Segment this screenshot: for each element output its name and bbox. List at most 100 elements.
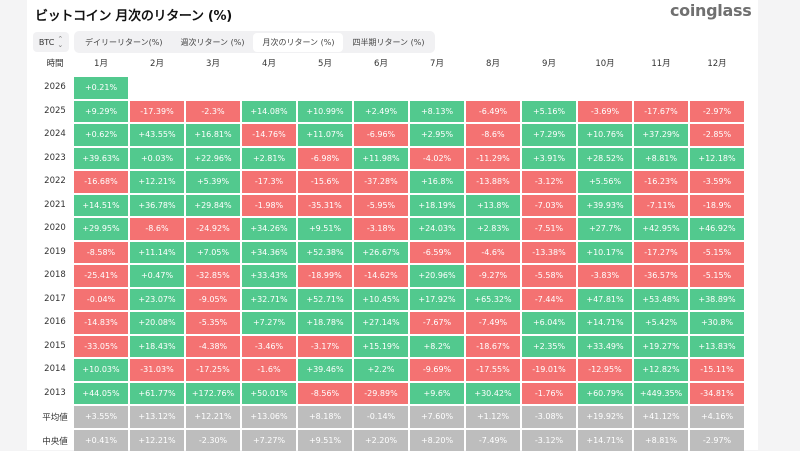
heatmap-cell: +27.7%: [578, 218, 632, 240]
heatmap-cell: +10.45%: [354, 289, 408, 311]
heatmap-cell: -1.76%: [522, 383, 576, 405]
heatmap-cell: -14.83%: [74, 312, 128, 334]
heatmap-cell: +0.21%: [74, 77, 128, 99]
heatmap-cell: +12.18%: [690, 148, 744, 170]
heatmap-cell: +41.12%: [634, 406, 688, 428]
heatmap-cell: +20.96%: [410, 265, 464, 287]
tab-quarterly[interactable]: 四半期リターン (%): [343, 33, 433, 52]
heatmap-cell: -31.03%: [130, 359, 184, 381]
tab-monthly[interactable]: 月次のリターン (%): [253, 33, 343, 52]
heatmap-cell: +39.63%: [74, 148, 128, 170]
heatmap-cell: +12.21%: [130, 430, 184, 451]
heatmap-cell: +4.16%: [690, 406, 744, 428]
heatmap-cell: -3.46%: [242, 336, 296, 358]
heatmap-cell: -18.67%: [466, 336, 520, 358]
page-title: ビットコイン 月次のリターン (%): [35, 5, 232, 24]
heatmap-cell: -2.30%: [186, 430, 240, 451]
heatmap-cell: -25.41%: [74, 265, 128, 287]
heatmap-cell: +27.14%: [354, 312, 408, 334]
heatmap-cell: +2.95%: [410, 124, 464, 146]
heatmap-cell: -1.6%: [242, 359, 296, 381]
heatmap-cell: +16.8%: [410, 171, 464, 193]
tab-daily[interactable]: デイリーリターン(%): [76, 33, 171, 52]
heatmap-cell: +13.12%: [130, 406, 184, 428]
heatmap-cell: -0.14%: [354, 406, 408, 428]
column-header: 6月: [354, 57, 408, 69]
heatmap-cell: +33.49%: [578, 336, 632, 358]
heatmap-cell: -3.12%: [522, 171, 576, 193]
heatmap-cell: +34.36%: [242, 242, 296, 264]
heatmap-cell: +60.79%: [578, 383, 632, 405]
heatmap-cell: +42.95%: [634, 218, 688, 240]
heatmap-cell: -14.76%: [242, 124, 296, 146]
heatmap-cell: +10.17%: [578, 242, 632, 264]
heatmap-cell: +22.96%: [186, 148, 240, 170]
heatmap-cell: +29.84%: [186, 195, 240, 217]
heatmap-cell: +2.20%: [354, 430, 408, 451]
heatmap-cell: +2.49%: [354, 101, 408, 123]
heatmap-cell: +11.07%: [298, 124, 352, 146]
heatmap-cell: +8.81%: [634, 148, 688, 170]
heatmap-cell: +34.26%: [242, 218, 296, 240]
year-label: 2013: [35, 388, 75, 398]
heatmap-cell: +13.83%: [690, 336, 744, 358]
year-label: 2015: [35, 341, 75, 351]
heatmap-cell: +3.91%: [522, 148, 576, 170]
year-label: 2025: [35, 106, 75, 116]
heatmap-cell: -0.04%: [74, 289, 128, 311]
heatmap-cell: +14.08%: [242, 101, 296, 123]
coin-select[interactable]: BTC ⌃⌄: [33, 32, 69, 52]
heatmap-cell: +13.06%: [242, 406, 296, 428]
heatmap-cell: -2.97%: [690, 101, 744, 123]
tab-weekly[interactable]: 週次リターン (%): [171, 33, 253, 52]
updown-chevron-icon: ⌃⌄: [57, 36, 63, 48]
year-label: 2017: [35, 294, 75, 304]
heatmap-cell: -7.49%: [466, 430, 520, 451]
heatmap-cell: +7.60%: [410, 406, 464, 428]
heatmap-cell: -2.97%: [690, 430, 744, 451]
heatmap-cell: +14.71%: [578, 312, 632, 334]
heatmap-cell: -6.98%: [298, 148, 352, 170]
heatmap-cell: +52.38%: [298, 242, 352, 264]
summary-row-label: 中央値: [35, 435, 75, 447]
heatmap-cell: -17.55%: [466, 359, 520, 381]
heatmap-cell: +0.41%: [74, 430, 128, 451]
heatmap-cell: -8.6%: [466, 124, 520, 146]
column-header: 12月: [690, 57, 744, 69]
heatmap-cell: -7.51%: [522, 218, 576, 240]
heatmap-cell: -18.99%: [298, 265, 352, 287]
heatmap-cell: +1.12%: [466, 406, 520, 428]
heatmap-cell: +12.21%: [130, 171, 184, 193]
column-header: 10月: [578, 57, 632, 69]
heatmap-cell: -17.25%: [186, 359, 240, 381]
column-header: 4月: [242, 57, 296, 69]
heatmap-cell: +37.29%: [634, 124, 688, 146]
heatmap-cell: -3.59%: [690, 171, 744, 193]
heatmap-cell: -14.62%: [354, 265, 408, 287]
heatmap-cell: -17.39%: [130, 101, 184, 123]
heatmap-cell: +52.71%: [298, 289, 352, 311]
heatmap-cell: +14.51%: [74, 195, 128, 217]
heatmap-cell: +17.92%: [410, 289, 464, 311]
column-header: 5月: [298, 57, 352, 69]
heatmap-cell: +29.95%: [74, 218, 128, 240]
heatmap-cell: +39.93%: [578, 195, 632, 217]
heatmap-cell: -16.23%: [634, 171, 688, 193]
year-label: 2022: [35, 176, 75, 186]
heatmap-cell: +15.19%: [354, 336, 408, 358]
heatmap-cell: -3.18%: [354, 218, 408, 240]
heatmap-cell: +46.92%: [690, 218, 744, 240]
heatmap-cell: -17.3%: [242, 171, 296, 193]
year-label: 2019: [35, 247, 75, 257]
heatmap-cell: +10.76%: [578, 124, 632, 146]
heatmap-cell: +28.52%: [578, 148, 632, 170]
heatmap-cell: +39.46%: [298, 359, 352, 381]
heatmap-cell: +5.56%: [578, 171, 632, 193]
heatmap-cell: +11.14%: [130, 242, 184, 264]
heatmap-cell: -9.69%: [410, 359, 464, 381]
heatmap-cell: -4.38%: [186, 336, 240, 358]
heatmap-cell: -7.49%: [466, 312, 520, 334]
heatmap-cell: -3.17%: [298, 336, 352, 358]
heatmap-cell: +24.03%: [410, 218, 464, 240]
heatmap-cell: +7.29%: [522, 124, 576, 146]
